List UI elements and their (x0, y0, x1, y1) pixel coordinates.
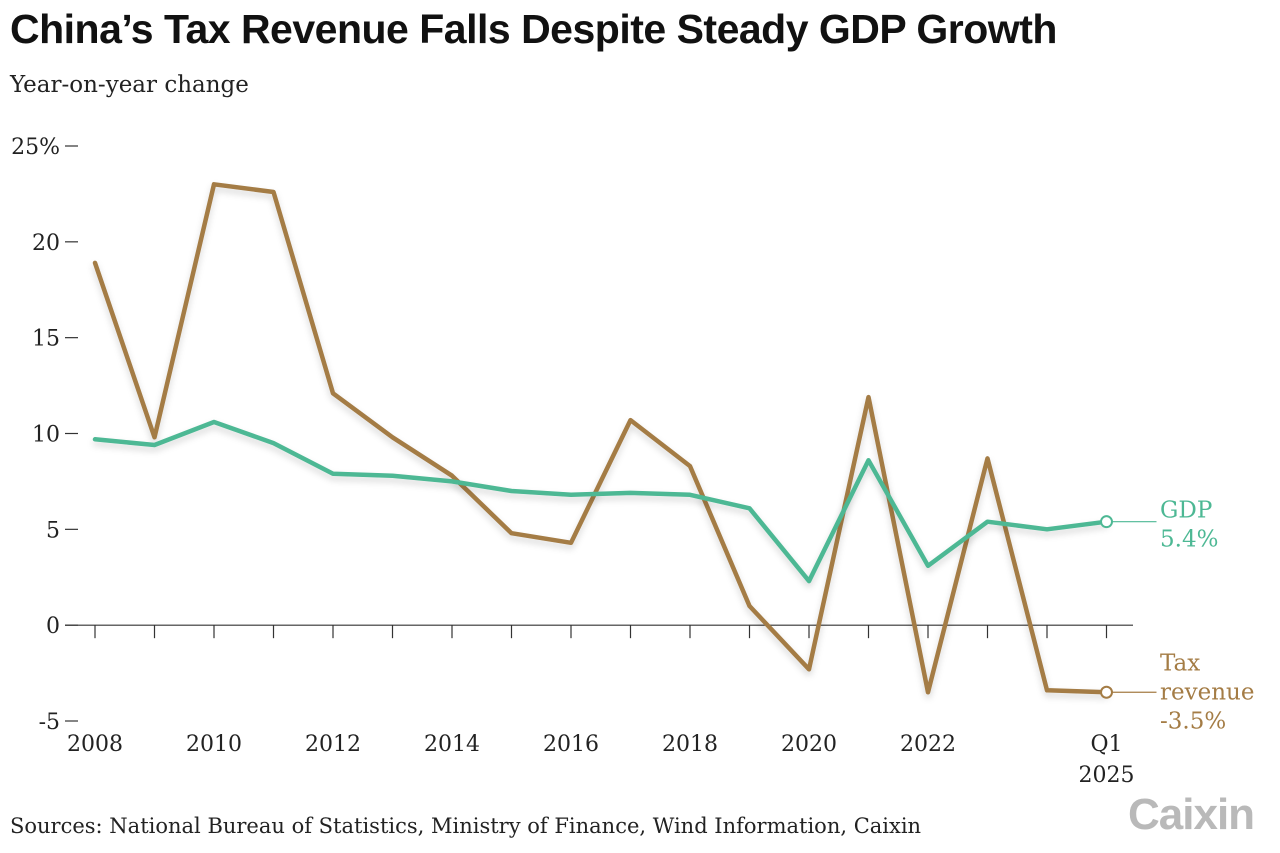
end-label-tax: -3.5% (1160, 708, 1226, 734)
series-group (92, 182, 1157, 699)
end-label-tax: revenue (1160, 679, 1254, 705)
series-line-gdp (92, 419, 1109, 584)
chart-title: China’s Tax Revenue Falls Despite Steady… (10, 6, 1057, 52)
x-tick-label: 2012 (305, 732, 361, 757)
end-label-tax: Tax (1160, 650, 1200, 676)
x-tick-label: 2014 (424, 732, 480, 757)
x-tick-label: 2020 (781, 732, 837, 757)
chart-subtitle: Year-on-year change (10, 72, 249, 98)
end-marker-gdp (1100, 515, 1113, 529)
y-tick-label: 0 (46, 614, 60, 639)
y-tick-label: 5 (46, 518, 60, 543)
y-tick-label: 10 (32, 423, 60, 448)
source-note: Sources: National Bureau of Statistics, … (10, 814, 922, 838)
x-tick-label: 2025 (1079, 763, 1135, 788)
x-tick-label: Q1 (1090, 732, 1122, 757)
x-tick-label: 2016 (543, 732, 599, 757)
caixin-logo: Caixin (1128, 790, 1255, 839)
x-tick-label: 2018 (662, 732, 718, 757)
y-tick-label: 15 (32, 327, 60, 352)
x-tick-label: 2010 (186, 732, 242, 757)
end-marker-tax (1100, 685, 1113, 699)
y-tick-label: -5 (39, 710, 60, 735)
series-line-tax (92, 182, 1109, 695)
axes: 25% 20 15 10 5 0 -5 2008 2010 2012 2014 2016 2018 202… (11, 135, 1134, 788)
x-tick-label: 2022 (900, 732, 956, 757)
end-label-gdp: 5.4% (1160, 527, 1218, 553)
y-tick-label: 20 (32, 231, 60, 256)
y-tick-label: 25% (11, 135, 60, 160)
end-label-gdp: GDP (1160, 498, 1212, 524)
x-tick-label: 2008 (67, 732, 123, 757)
end-labels: Tax revenue -3.5% GDP 5.4% (1160, 498, 1254, 735)
